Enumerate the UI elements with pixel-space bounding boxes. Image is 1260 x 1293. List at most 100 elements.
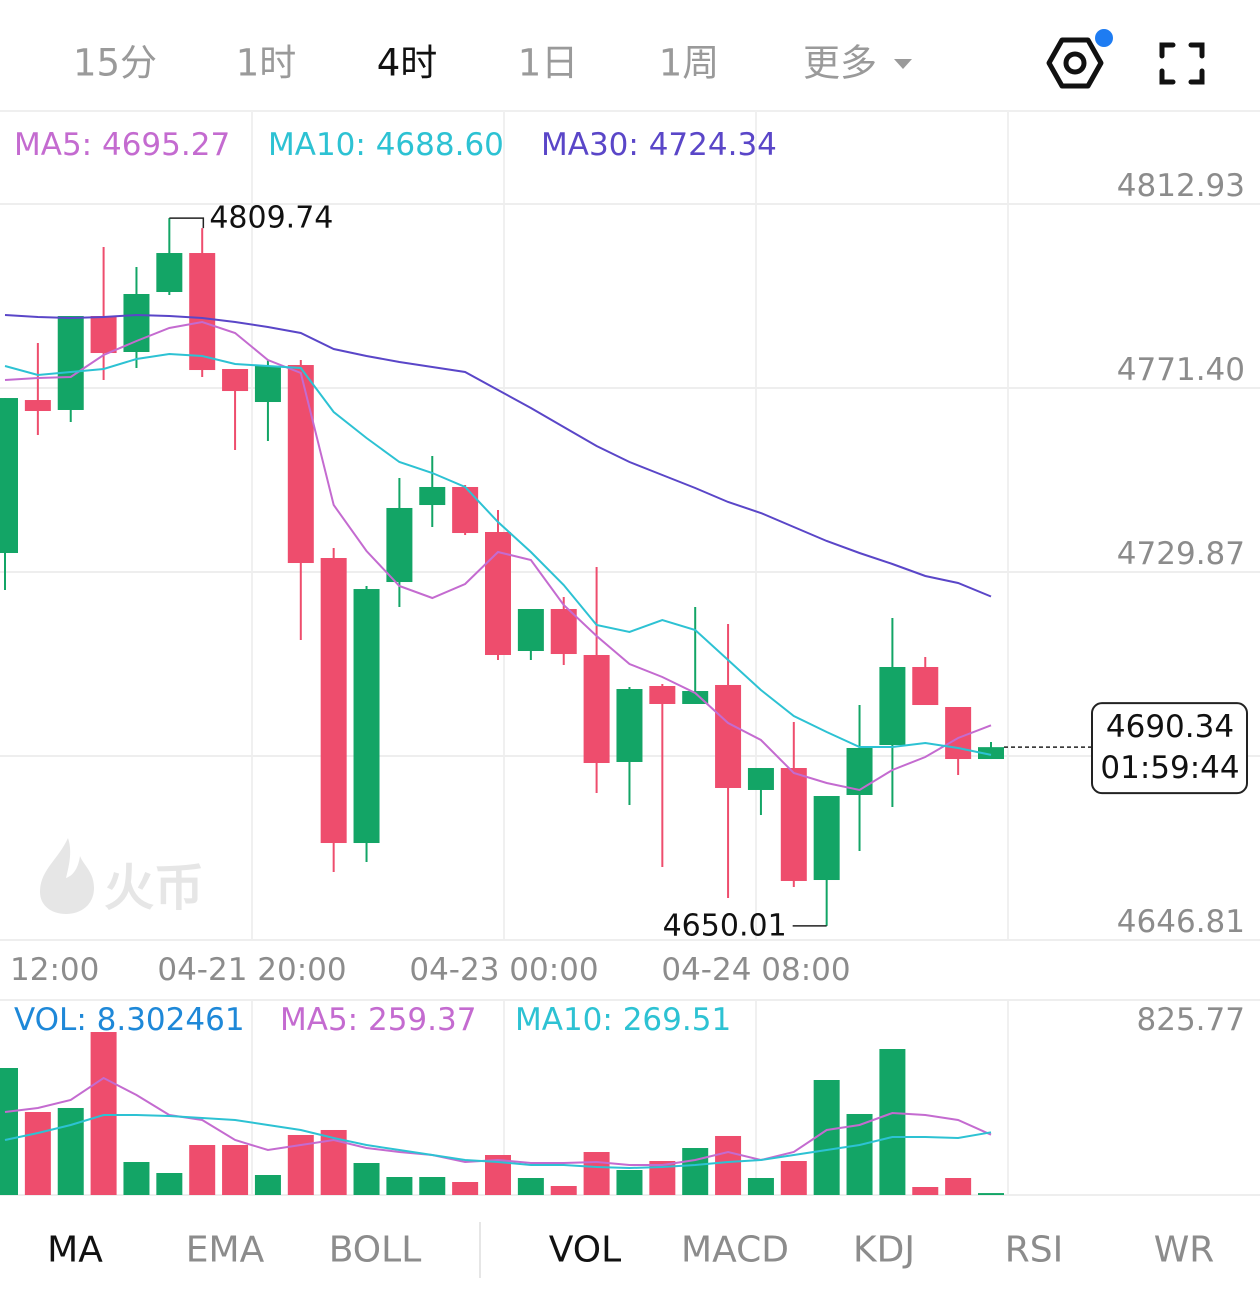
volume-bar (222, 1145, 249, 1195)
volume-ma-line (4, 1114, 992, 1170)
ma-line (4, 320, 992, 792)
candle-body (222, 369, 249, 392)
candle-body (57, 316, 84, 410)
volume-bar (879, 1049, 906, 1195)
candle-body (945, 707, 972, 760)
indicator-tab[interactable]: BOLL (329, 1230, 422, 1271)
volume-bar (780, 1161, 807, 1195)
candle-body (320, 558, 347, 844)
watermark-logo (40, 838, 94, 914)
y-tick-label: 4812.93 (1117, 168, 1245, 204)
watermark: 火币 (104, 859, 204, 917)
volume-bar (813, 1080, 840, 1195)
timeframe-tab[interactable]: 更多 (803, 42, 877, 85)
candle-body (189, 253, 216, 371)
candle-body (123, 294, 150, 352)
legend-entry: MA30: 4724.34 (541, 127, 777, 163)
volume-bar (123, 1162, 150, 1195)
volume-bar (945, 1178, 972, 1195)
volume-bar (747, 1178, 774, 1195)
settings-icon[interactable] (1046, 29, 1113, 89)
candle-body (912, 666, 939, 706)
indicator-tab[interactable]: VOL (549, 1230, 621, 1271)
candle-body (419, 486, 446, 506)
legend-entry: MA5: 259.37 (280, 1002, 476, 1038)
x-tick-label: 04-24 08:00 (661, 952, 850, 988)
legend-entry: MA5: 4695.27 (14, 127, 230, 163)
high-label: 4809.74 (209, 201, 333, 236)
volume-bar (0, 1068, 18, 1195)
volume-bar (452, 1182, 479, 1195)
candle-body (813, 796, 840, 881)
timeframe-tab[interactable]: 1时 (236, 42, 297, 85)
candle-body (747, 768, 774, 790)
indicator-tab[interactable]: MACD (681, 1230, 789, 1271)
indicator-tab[interactable]: KDJ (853, 1230, 915, 1271)
x-tick-label: 04-23 00:00 (409, 952, 598, 988)
volume-bar (254, 1175, 281, 1195)
volume-bar (419, 1177, 446, 1195)
volume-bar (90, 1032, 117, 1195)
high-pointer (169, 217, 205, 229)
volume-bar (715, 1135, 742, 1195)
volume-bar (978, 1193, 1004, 1195)
candle-body (156, 253, 183, 293)
candle-body (583, 654, 610, 764)
candle-body (485, 532, 511, 655)
candle-body (24, 400, 51, 412)
candle-body (386, 507, 413, 583)
volume-bar (24, 1111, 51, 1195)
timeframe-tab[interactable]: 1日 (518, 42, 579, 85)
indicator-tab[interactable]: MA (47, 1230, 103, 1271)
candle-body (452, 486, 479, 534)
indicator-tab[interactable]: WR (1154, 1230, 1215, 1271)
candle-body (353, 589, 380, 844)
volume-bar (156, 1173, 183, 1195)
candle-body (517, 609, 544, 652)
candle-body (682, 691, 709, 704)
low-label: 4650.01 (663, 908, 787, 943)
volume-bar (386, 1177, 413, 1195)
candle-body (616, 689, 643, 762)
y-tick-label: 4729.87 (1117, 536, 1245, 572)
y-tick-label: 4771.40 (1117, 352, 1245, 388)
candle-body (780, 768, 807, 881)
timeframe-tab[interactable]: 4时 (377, 42, 438, 85)
volume-bar (846, 1113, 873, 1195)
legend-entry: VOL: 8.302461 (14, 1002, 245, 1038)
indicator-tab[interactable]: EMA (186, 1230, 265, 1271)
candle-body (550, 609, 577, 655)
last-price: 4690.34 (1106, 709, 1234, 745)
price-box (1091, 702, 1248, 795)
y-tick-label: 825.77 (1137, 1002, 1245, 1038)
candle-body (0, 398, 18, 554)
volume-bar (682, 1148, 709, 1195)
y-tick-label: 4646.81 (1117, 904, 1245, 940)
candle-body (978, 747, 1004, 760)
countdown: 01:59:44 (1100, 750, 1239, 786)
ma-line (4, 352, 992, 756)
candle-body (90, 316, 117, 354)
volume-bar (912, 1187, 939, 1195)
timeframe-tab[interactable]: 1周 (659, 42, 720, 85)
fullscreen-icon[interactable] (1159, 42, 1205, 85)
candle-body (287, 365, 314, 564)
volume-bar (57, 1107, 84, 1195)
volume-bar (616, 1170, 643, 1195)
ma-line (4, 313, 992, 598)
candle-body (254, 365, 281, 403)
volume-bar (550, 1186, 577, 1195)
volume-bar (583, 1152, 610, 1195)
dropdown-caret (894, 59, 912, 69)
timeframe-tab[interactable]: 15分 (73, 42, 157, 85)
candle-body (715, 684, 742, 788)
volume-bar (353, 1163, 380, 1195)
volume-bar (189, 1145, 216, 1195)
volume-bar (517, 1178, 544, 1195)
candle-body (879, 666, 906, 746)
indicator-tab[interactable]: RSI (1005, 1230, 1063, 1271)
volume-ma-line (4, 1076, 992, 1166)
